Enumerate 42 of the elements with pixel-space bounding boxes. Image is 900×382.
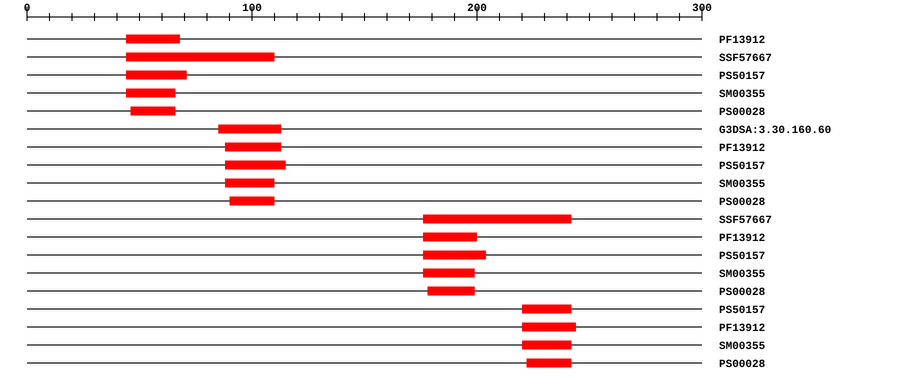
bar [423, 232, 477, 242]
y-tick-label: PF13912 [719, 233, 766, 245]
bar [126, 34, 180, 44]
y-tick-label: PF13912 [719, 323, 766, 335]
bar [526, 358, 572, 368]
y-tick-label: PS50157 [719, 305, 766, 317]
bar [230, 196, 274, 206]
y-tick-label: SM00355 [719, 89, 766, 101]
bar [522, 340, 572, 350]
bar [225, 160, 286, 170]
y-tick-label: PS00028 [719, 287, 766, 299]
y-tick-label: PS00028 [719, 107, 766, 119]
y-tick-label: PS50157 [719, 251, 766, 263]
bar [225, 178, 274, 188]
bar [428, 286, 475, 296]
bar [522, 304, 572, 314]
y-tick-label: G3DSA:3.30.160.60 [719, 125, 832, 137]
y-tick-label: SM00355 [719, 269, 766, 281]
bar [423, 214, 572, 224]
x-tick-label: 200 [467, 3, 487, 15]
bar [218, 124, 282, 134]
y-tick-label: SM00355 [719, 341, 766, 353]
y-tick-label: PS00028 [719, 359, 766, 371]
bar [126, 88, 176, 98]
x-tick-label: 100 [242, 3, 262, 15]
y-tick-label: PF13912 [719, 143, 766, 155]
bar [423, 268, 475, 278]
x-tick-label: 0 [24, 3, 30, 15]
bar [126, 70, 187, 80]
y-tick-label: SM00355 [719, 179, 766, 191]
bar [126, 52, 274, 62]
bar [423, 250, 486, 260]
bar [130, 106, 176, 116]
y-tick-label: PS00028 [719, 197, 766, 209]
y-tick-label: PF13912 [719, 35, 766, 47]
y-tick-label: SSF57667 [719, 53, 772, 65]
x-tick-label: 300 [692, 3, 712, 15]
y-tick-label: PS50157 [719, 71, 766, 83]
y-tick-label: SSF57667 [719, 215, 772, 227]
y-tick-label: PS50157 [719, 161, 766, 173]
bar [225, 142, 282, 152]
bar [522, 322, 576, 332]
